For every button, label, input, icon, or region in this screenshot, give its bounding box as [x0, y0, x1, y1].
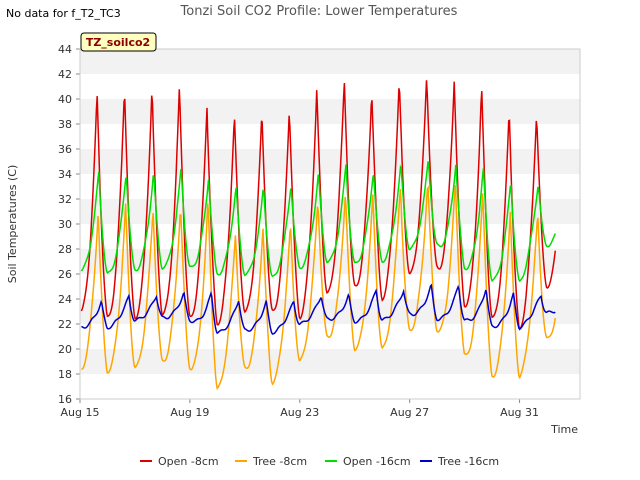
- x-tick-label: Aug 27: [390, 406, 429, 419]
- grid-band: [80, 374, 580, 399]
- y-tick-label: 20: [58, 343, 72, 356]
- legend-label: Tree -16cm: [437, 455, 499, 468]
- y-tick-label: 36: [58, 143, 72, 156]
- y-tick-label: 42: [58, 68, 72, 81]
- grid-band: [80, 124, 580, 149]
- series-line-open-8cm: [80, 80, 557, 331]
- grid-band: [80, 149, 580, 174]
- x-tick-label: Aug 19: [170, 406, 209, 419]
- legend-label: Tree -8cm: [252, 455, 307, 468]
- grid-band: [80, 49, 580, 74]
- x-axis: Aug 15 Aug 19 Aug 23 Aug 27 Aug 31: [61, 399, 539, 419]
- x-axis-label: Time: [550, 423, 578, 436]
- legend-label: Open -16cm: [343, 455, 411, 468]
- site-badge-box: [80, 32, 157, 52]
- grid-band: [80, 349, 580, 374]
- y-tick-label: 16: [58, 393, 72, 406]
- site-badge: TZ_soilco2: [80, 32, 157, 52]
- plot-bands: [80, 49, 580, 399]
- series-line-tree-8cm: [81, 184, 557, 390]
- y-tick-label: 30: [58, 218, 72, 231]
- x-tick-label: Aug 15: [61, 406, 100, 419]
- y-tick-label: 24: [58, 293, 72, 306]
- grid-band: [80, 74, 580, 99]
- legend-label: Open -8cm: [158, 455, 219, 468]
- plot-frame: [79, 48, 581, 400]
- grid-band: [80, 174, 580, 199]
- x-tick-label: Aug 31: [500, 406, 539, 419]
- y-tick-label: 38: [58, 118, 72, 131]
- grid-band: [80, 199, 580, 224]
- y-axis: 16 18 20 22 24 26 28 30 32 34 36 38 40 42 44: [58, 43, 80, 406]
- grid-band: [80, 249, 580, 274]
- chart-title: Tonzi Soil CO2 Profile: Lower Temperatur…: [180, 4, 458, 19]
- no-data-note: No data for f_T2_TC3: [6, 7, 121, 20]
- site-badge-label: TZ_soilco2: [86, 36, 150, 49]
- y-tick-label: 22: [58, 318, 72, 331]
- series-line-tree-16cm: [81, 283, 556, 335]
- y-tick-label: 40: [58, 93, 72, 106]
- y-tick-label: 18: [58, 368, 72, 381]
- y-tick-label: 28: [58, 243, 72, 256]
- x-tick-label: Aug 23: [280, 406, 319, 419]
- series-lines: [80, 80, 557, 390]
- legend: Open -8cm Tree -8cm Open -16cm Tree -16cm: [140, 455, 499, 468]
- series-line-open-16cm: [80, 161, 556, 283]
- y-tick-label: 26: [58, 268, 72, 281]
- grid-band: [80, 99, 580, 124]
- grid-band: [80, 224, 580, 249]
- y-tick-label: 34: [58, 168, 72, 181]
- y-tick-label: 44: [58, 43, 72, 56]
- y-tick-label: 32: [58, 193, 72, 206]
- y-axis-label: Soil Temperatures (C): [6, 165, 19, 284]
